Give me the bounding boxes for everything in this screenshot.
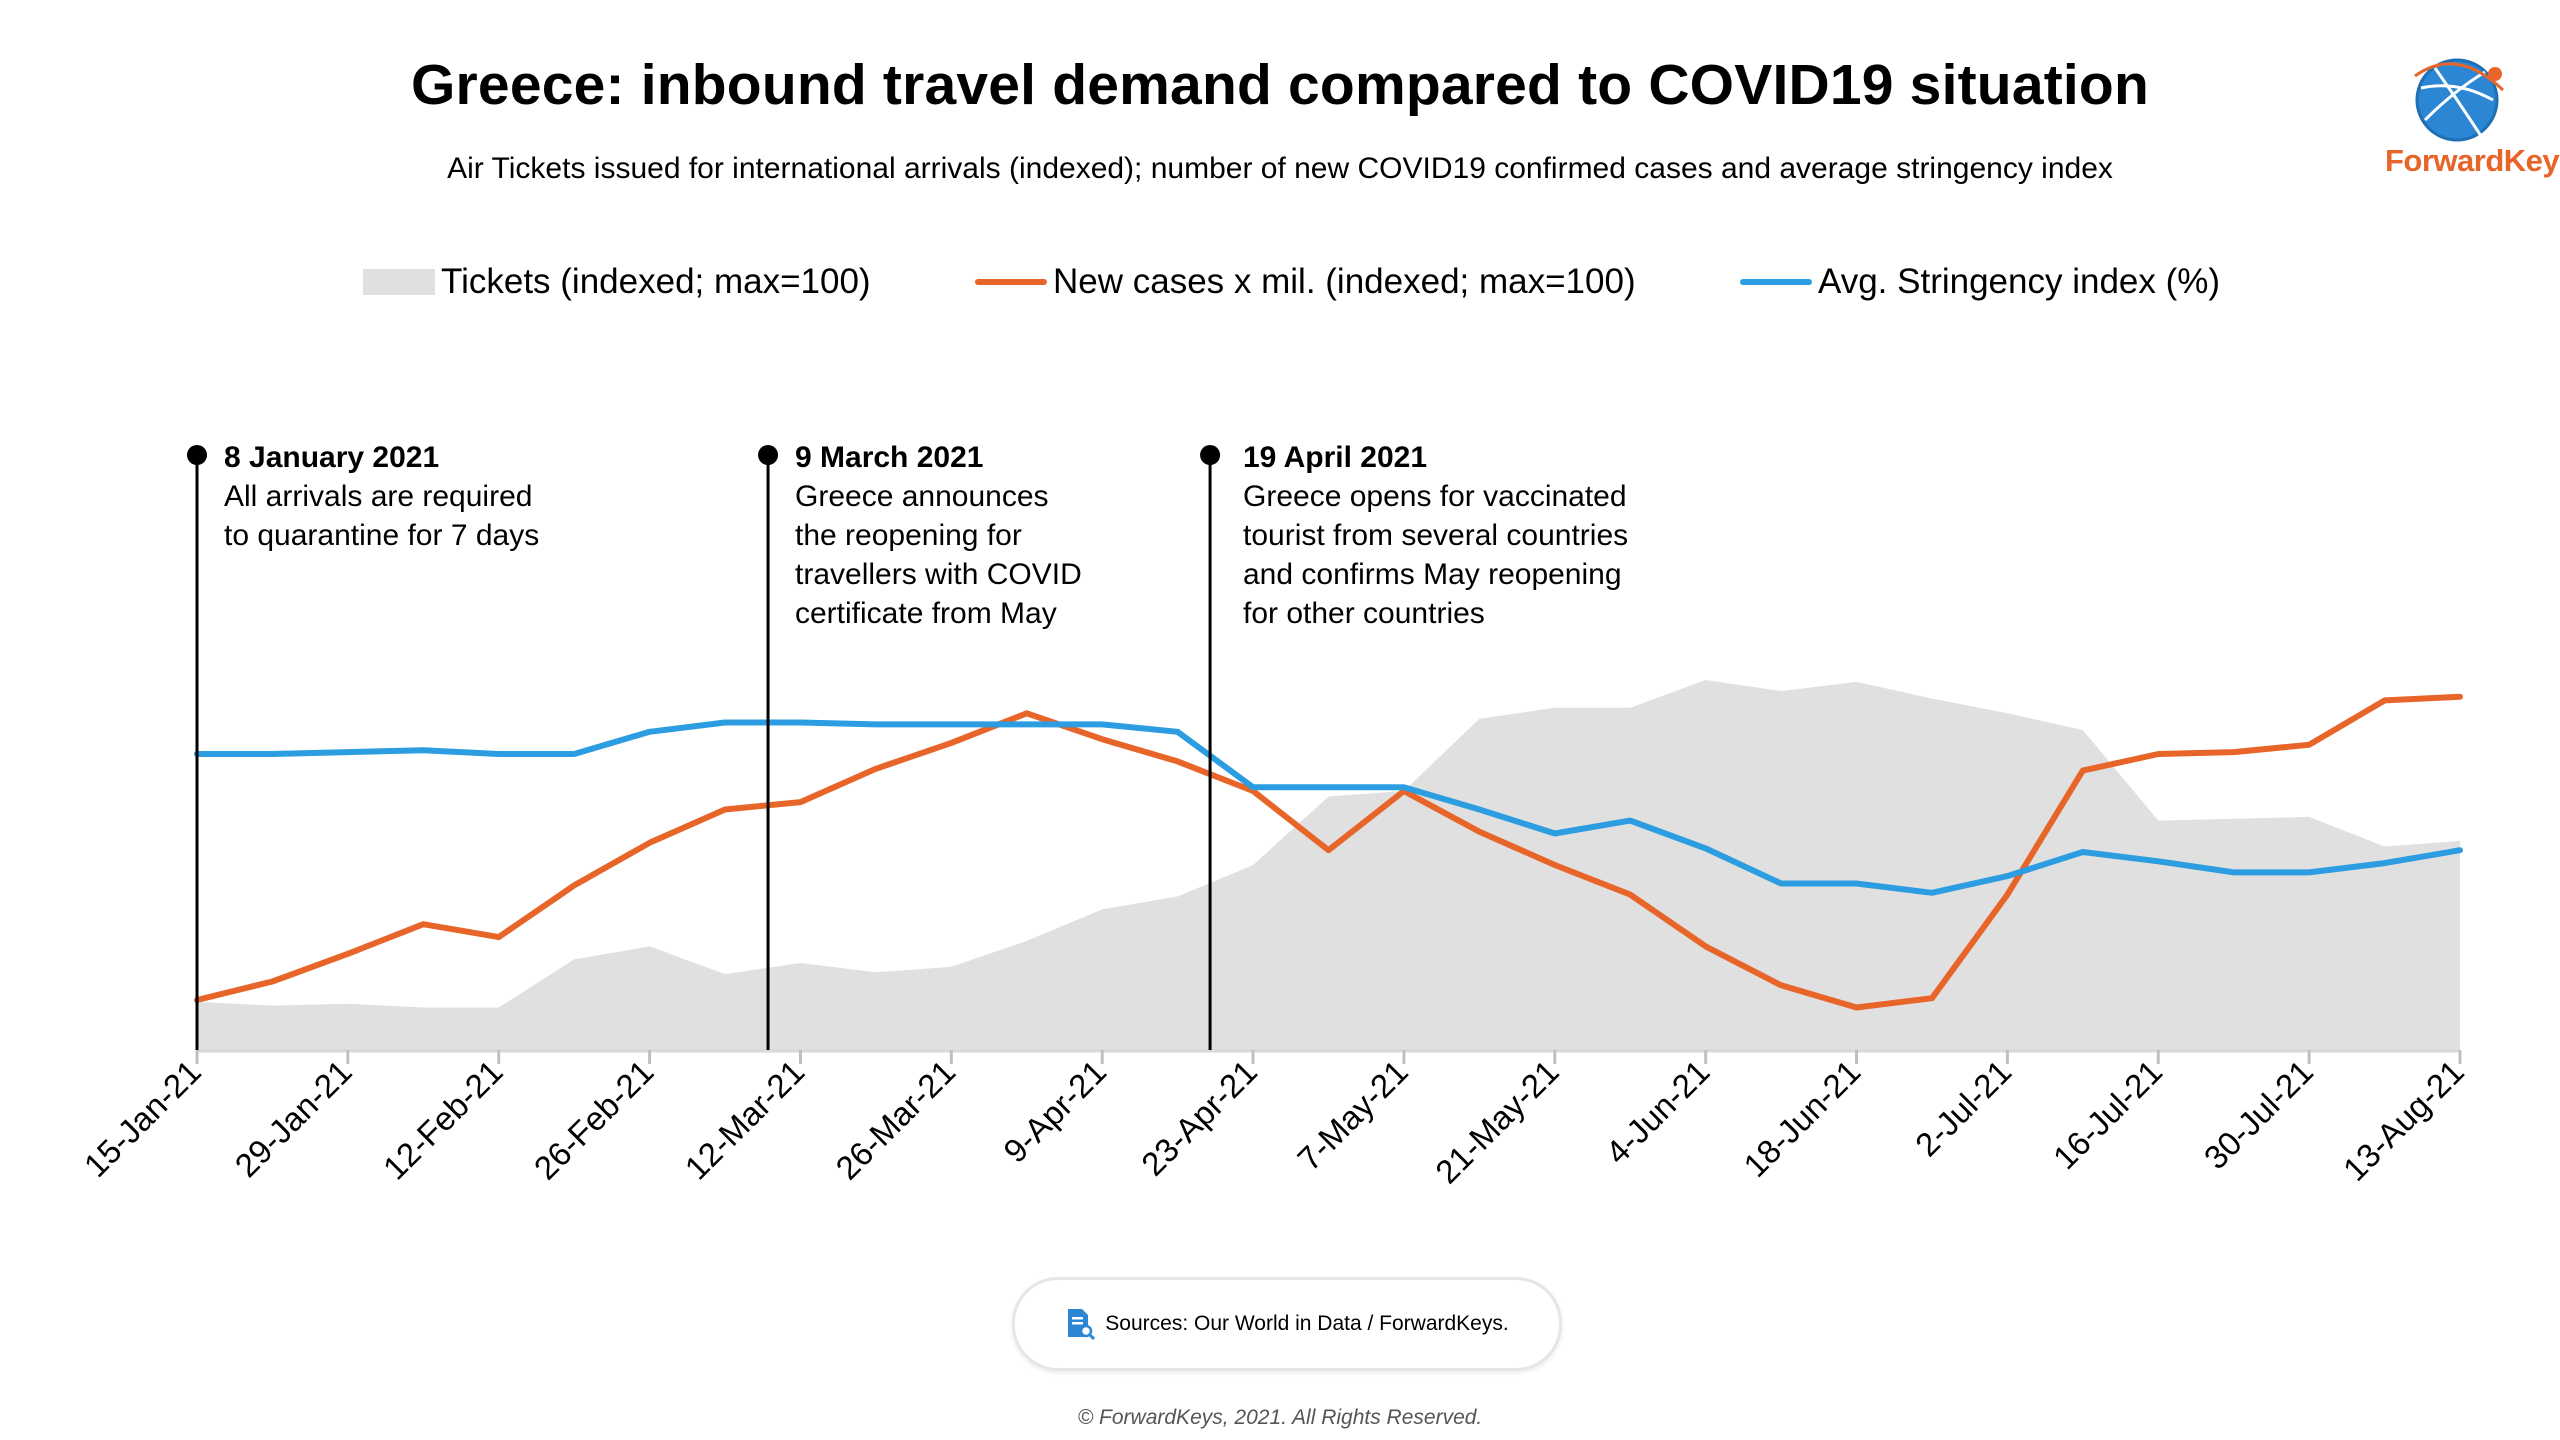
annotation-mar-line: travellers with COVID	[795, 558, 1082, 591]
brand-logo-text: ForwardKeys	[2385, 143, 2560, 178]
annotation-jan-line: to quarantine for 7 days	[224, 519, 540, 552]
x-tick-label: 9-Apr-21	[996, 1053, 1113, 1170]
copyright: © ForwardKeys, 2021. All Rights Reserved…	[1077, 1406, 1483, 1429]
globe-icon	[2414, 58, 2505, 142]
legend-item-cases: New cases x mil. (indexed; max=100)	[975, 262, 1636, 302]
series-area-tickets	[197, 680, 2460, 1050]
x-tick-label: 26-Feb-21	[527, 1053, 661, 1187]
x-tick-label: 23-Apr-21	[1134, 1053, 1264, 1183]
legend-swatch-tickets	[363, 269, 435, 295]
event-marker-dot	[187, 445, 207, 465]
document-search-icon	[1068, 1309, 1096, 1341]
x-tick-label: 4-Jun-21	[1598, 1053, 1716, 1171]
annotation-apr-date: 19 April 2021	[1243, 441, 1427, 474]
annotation-apr-line: Greece opens for vaccinated	[1243, 480, 1627, 513]
legend-label-tickets: Tickets (indexed; max=100)	[441, 262, 871, 301]
annotation-jan: 8 January 2021 All arrivals are required…	[224, 438, 539, 555]
chart-subtitle: Air Tickets issued for international arr…	[447, 152, 2113, 185]
event-marker-dot	[758, 445, 779, 465]
source-box: Sources: Our World in Data / ForwardKeys…	[1012, 1277, 1562, 1371]
line-chart: 15-Jan-21 29-Jan-21 12-Feb-21 26-Feb-21 12-M…	[77, 445, 2471, 1191]
x-tick-label: 7-May-21	[1290, 1053, 1415, 1178]
x-tick-label: 13-Aug-21	[2336, 1053, 2471, 1188]
x-tick-label: 30-Jul-21	[2197, 1053, 2320, 1176]
legend-swatch-stringency	[1740, 279, 1812, 285]
source-text: Sources: Our World in Data / ForwardKeys…	[1105, 1312, 1509, 1335]
annotation-jan-line: All arrivals are required	[224, 480, 533, 513]
legend-item-stringency: Avg. Stringency index (%)	[1740, 262, 2220, 302]
x-tick-label: 12-Feb-21	[376, 1053, 510, 1187]
x-tick-label: 21-May-21	[1428, 1053, 1566, 1191]
annotation-mar-line: certificate from May	[795, 597, 1057, 630]
annotation-mar-date: 9 March 2021	[795, 441, 984, 474]
annotation-mar: 9 March 2021 Greece announces the reopen…	[795, 438, 1082, 633]
x-tick-label: 26-Mar-21	[828, 1053, 962, 1187]
annotation-mar-line: the reopening for	[795, 519, 1022, 552]
x-tick-label: 15-Jan-21	[77, 1053, 208, 1184]
annotation-mar-line: Greece announces	[795, 480, 1049, 513]
series-line-new-cases	[194, 693, 2463, 1011]
legend-swatch-cases	[975, 279, 1047, 285]
legend-label-stringency: Avg. Stringency index (%)	[1818, 262, 2221, 301]
annotation-apr: 19 April 2021 Greece opens for vaccinate…	[1243, 438, 1628, 633]
chart-title: Greece: inbound travel demand compared t…	[411, 53, 2149, 117]
annotation-apr-line: for other countries	[1243, 597, 1485, 630]
legend-item-tickets: Tickets (indexed; max=100)	[363, 262, 871, 302]
x-tick-label: 2-Jul-21	[1908, 1053, 2018, 1163]
series-line-stringency	[194, 719, 2463, 896]
event-marker-dot	[1200, 445, 1221, 465]
annotation-apr-line: tourist from several countries	[1243, 519, 1629, 552]
x-tick-label: 29-Jan-21	[228, 1053, 359, 1184]
legend-label-cases: New cases x mil. (indexed; max=100)	[1053, 262, 1636, 301]
annotation-jan-date: 8 January 2021	[224, 441, 440, 474]
x-tick-label: 18-Jun-21	[1736, 1053, 1867, 1184]
x-tick-label: 12-Mar-21	[678, 1053, 812, 1187]
x-tick-label: 16-Jul-21	[2046, 1053, 2169, 1176]
legend: Tickets (indexed; max=100) New cases x m…	[0, 262, 2560, 312]
annotation-apr-line: and confirms May reopening	[1243, 558, 1622, 591]
